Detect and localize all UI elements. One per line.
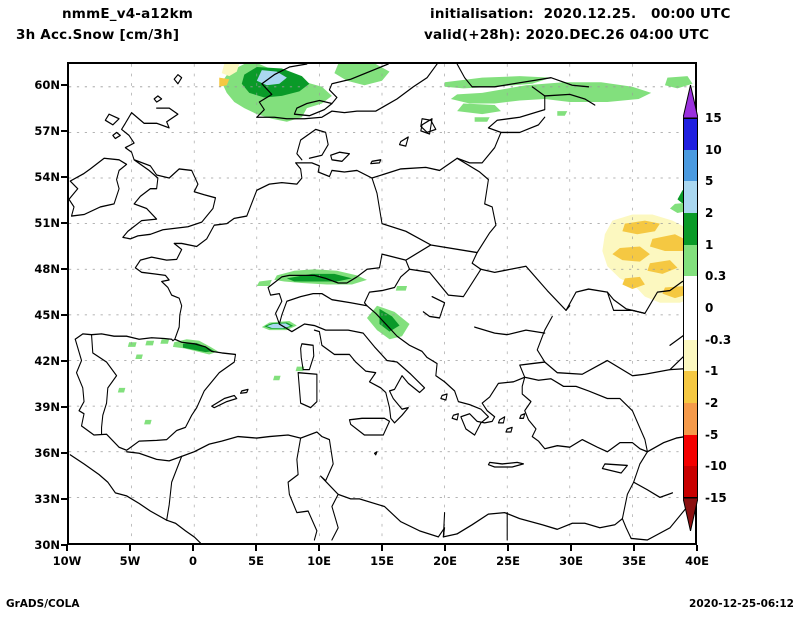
lat-tick-label: 30N xyxy=(34,538,60,552)
timestamp-label: 2020-12-25-06:12 xyxy=(689,598,794,610)
lon-tick-label: 5W xyxy=(119,554,141,568)
lon-tick-mark xyxy=(381,545,383,551)
coastline-layer xyxy=(69,64,695,543)
lon-tick-label: 20E xyxy=(433,554,457,568)
lat-tick-label: 51N xyxy=(34,216,60,230)
colorbar-band xyxy=(683,307,698,340)
lon-tick-mark xyxy=(507,545,509,551)
lon-tick-mark xyxy=(633,545,635,551)
lat-tick-mark xyxy=(61,544,67,546)
lat-tick-mark xyxy=(61,130,67,132)
lat-tick-mark xyxy=(61,452,67,454)
lon-tick-mark xyxy=(66,545,68,551)
colorbar-under-arrow xyxy=(683,498,698,531)
colorbar-tick-label: 1 xyxy=(705,237,714,252)
map-canvas xyxy=(69,64,695,543)
lat-tick-label: 60N xyxy=(34,78,60,92)
lat-tick-label: 42N xyxy=(34,354,60,368)
graticule-lines xyxy=(69,64,695,543)
lon-tick-label: 10E xyxy=(307,554,331,568)
lon-tick-mark xyxy=(696,545,698,551)
colorbar-tick-label: -10 xyxy=(705,459,727,474)
model-name-label: nmmE_v4-a12km xyxy=(62,6,194,22)
colorbar-band xyxy=(683,339,698,372)
chart-header: nmmE_v4-a12km 3h Acc.Snow [cm/3h] initia… xyxy=(0,0,800,56)
colorbar-band xyxy=(683,276,698,308)
lat-tick-label: 33N xyxy=(34,492,60,506)
lon-tick-label: 25E xyxy=(496,554,520,568)
colorbar-band xyxy=(683,149,698,182)
colorbar: 15 10 5 2 1 0.3 0 -0.3 -1 -2 -5 -10 -15 xyxy=(683,85,731,531)
colorbar-band xyxy=(683,434,698,467)
lon-tick-label: 15E xyxy=(370,554,394,568)
colorbar-tick-label: 0.3 xyxy=(705,269,727,284)
lon-tick-mark xyxy=(192,545,194,551)
colorbar-over-arrow xyxy=(683,85,698,118)
lon-tick-mark xyxy=(129,545,131,551)
lat-tick-mark xyxy=(61,498,67,500)
lat-tick-label: 36N xyxy=(34,446,60,460)
lat-tick-label: 57N xyxy=(34,124,60,138)
lat-tick-mark xyxy=(61,84,67,86)
lon-tick-label: 5E xyxy=(248,554,264,568)
lat-tick-mark xyxy=(61,406,67,408)
lat-tick-mark xyxy=(61,222,67,224)
lat-tick-mark xyxy=(61,176,67,178)
lat-tick-label: 45N xyxy=(34,308,60,322)
lon-tick-label: 0 xyxy=(188,554,198,568)
credit-label: GrADS/COLA xyxy=(6,598,80,610)
lon-tick-mark xyxy=(570,545,572,551)
lon-tick-label: 30E xyxy=(559,554,583,568)
colorbar-band xyxy=(683,466,698,498)
colorbar-band xyxy=(683,402,698,435)
initialisation-label: initialisation: 2020.12.25. 00:00 UTC xyxy=(430,6,731,22)
colorbar-tick-label: 0 xyxy=(705,301,714,315)
lat-tick-label: 39N xyxy=(34,400,60,414)
colorbar-band xyxy=(683,244,698,277)
colorbar-tick-label: -5 xyxy=(705,427,719,442)
colorbar-band xyxy=(683,212,698,245)
lat-tick-mark xyxy=(61,314,67,316)
colorbar-band xyxy=(683,118,698,150)
colorbar-bands xyxy=(683,118,698,498)
map-plot-area xyxy=(67,62,697,545)
colorbar-tick-label: 2 xyxy=(705,206,714,220)
colorbar-tick-label: 15 xyxy=(705,111,722,125)
colorbar-tick-label: 10 xyxy=(705,142,722,157)
lon-tick-mark xyxy=(444,545,446,551)
lat-tick-mark xyxy=(61,360,67,362)
colorbar-tick-label: 5 xyxy=(705,174,714,189)
colorbar-tick-label: -0.3 xyxy=(705,332,732,347)
lon-tick-mark xyxy=(318,545,320,551)
lat-tick-label: 54N xyxy=(34,170,60,184)
valid-time-label: valid(+28h): 2020.DEC.26 04:00 UTC xyxy=(424,27,710,43)
colorbar-tick-label: -2 xyxy=(705,396,719,410)
colorbar-band xyxy=(683,181,698,213)
lat-tick-label: 48N xyxy=(34,262,60,276)
colorbar-tick-label: -15 xyxy=(705,491,727,505)
lon-tick-label: 40E xyxy=(685,554,709,568)
lon-tick-label: 10W xyxy=(52,554,82,568)
lon-tick-label: 35E xyxy=(622,554,646,568)
snow-shading-layer xyxy=(117,64,695,425)
lat-tick-mark xyxy=(61,268,67,270)
colorbar-tick-label: -1 xyxy=(705,364,719,379)
colorbar-band xyxy=(683,371,698,403)
field-name-label: 3h Acc.Snow [cm/3h] xyxy=(16,27,180,43)
lon-tick-mark xyxy=(255,545,257,551)
